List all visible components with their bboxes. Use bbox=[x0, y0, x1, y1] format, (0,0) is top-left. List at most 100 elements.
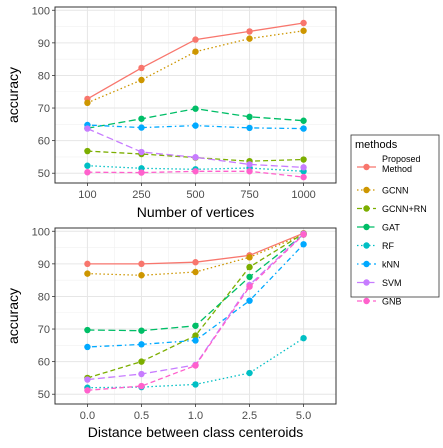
data-point bbox=[138, 148, 145, 156]
data-point bbox=[246, 161, 253, 168]
data-point bbox=[300, 173, 307, 181]
legend-key-point bbox=[363, 242, 370, 249]
x-tick-label: 2.5 bbox=[242, 410, 257, 422]
data-point bbox=[192, 381, 199, 388]
data-point bbox=[138, 64, 145, 72]
x-tick-label: 0.5 bbox=[134, 410, 149, 422]
y-tick-label: 90 bbox=[38, 38, 50, 50]
data-point bbox=[246, 283, 253, 290]
data-point bbox=[84, 147, 91, 155]
y-tick-label: 100 bbox=[32, 226, 50, 238]
legend-label: Method bbox=[382, 164, 412, 174]
panel-border bbox=[54, 6, 337, 184]
y-tick-label: 60 bbox=[38, 136, 50, 148]
data-point bbox=[300, 164, 307, 171]
data-point bbox=[300, 334, 307, 342]
data-point bbox=[192, 48, 199, 55]
data-point bbox=[246, 168, 253, 175]
x-tick-label: 0.0 bbox=[80, 410, 95, 422]
data-point bbox=[246, 28, 253, 35]
legend-item: GCNN bbox=[357, 186, 409, 196]
data-point bbox=[192, 122, 199, 129]
data-point bbox=[300, 241, 307, 248]
data-point bbox=[138, 272, 145, 279]
chart-panel-2: 50 60 70 80 90 100 0.0 0.5 1.0 2.5 5.0 Distance bet… bbox=[5, 226, 337, 440]
data-point bbox=[84, 326, 91, 334]
data-point bbox=[84, 387, 91, 394]
legend-label: SVM bbox=[382, 278, 402, 288]
data-point bbox=[246, 113, 253, 121]
data-point bbox=[246, 35, 253, 42]
legend-label: GAT bbox=[382, 223, 400, 233]
data-point bbox=[192, 268, 199, 276]
legend-label: GCNN bbox=[382, 186, 409, 196]
data-point bbox=[192, 259, 199, 266]
legend-item: RF bbox=[357, 241, 394, 251]
data-point bbox=[84, 162, 91, 169]
legend-label: GNB bbox=[382, 297, 402, 307]
series-svm bbox=[84, 125, 307, 171]
series-gcnn bbox=[84, 27, 307, 107]
data-point bbox=[138, 260, 145, 268]
data-point bbox=[84, 169, 91, 176]
legend-label: kNN bbox=[382, 260, 400, 270]
y-tick-label: 60 bbox=[38, 357, 50, 369]
data-point bbox=[84, 343, 91, 351]
y-axis-label: accuracy bbox=[5, 288, 21, 344]
y-tick-label: 70 bbox=[38, 324, 50, 336]
data-point bbox=[192, 36, 199, 43]
x-axis-label: Number of vertices bbox=[137, 204, 254, 220]
data-point bbox=[192, 362, 199, 369]
legend-key-point bbox=[363, 279, 370, 286]
y-tick-label: 80 bbox=[38, 291, 50, 303]
y-tick-label: 50 bbox=[38, 389, 50, 401]
data-point bbox=[138, 358, 145, 365]
x-tick-label: 250 bbox=[132, 189, 150, 201]
legend-key-point bbox=[363, 186, 370, 194]
x-tick-label: 5.0 bbox=[296, 410, 311, 422]
data-point bbox=[192, 168, 199, 175]
data-point bbox=[192, 154, 199, 161]
data-point bbox=[84, 125, 91, 132]
legend-label: Proposed bbox=[382, 154, 421, 164]
panel-border bbox=[54, 227, 337, 405]
x-axis-label: Distance between class centeroids bbox=[88, 424, 304, 440]
y-tick-label: 90 bbox=[38, 259, 50, 271]
y-tick-label: 70 bbox=[38, 103, 50, 115]
data-point bbox=[138, 115, 145, 122]
data-point bbox=[300, 19, 307, 27]
data-point bbox=[138, 341, 145, 348]
data-point bbox=[138, 76, 145, 84]
data-point bbox=[138, 327, 145, 334]
data-point bbox=[192, 105, 199, 112]
data-point bbox=[138, 382, 145, 390]
series-gnb bbox=[84, 168, 307, 181]
legend-item: GCNN+RN bbox=[357, 204, 427, 214]
data-point bbox=[138, 370, 145, 378]
legend-key-point bbox=[363, 260, 370, 268]
legend-key-point bbox=[363, 223, 370, 231]
data-point bbox=[192, 332, 199, 339]
legend-title: methods bbox=[355, 139, 398, 151]
legend-key-point bbox=[363, 205, 370, 212]
data-point bbox=[84, 376, 91, 383]
legend-key-point bbox=[363, 163, 370, 171]
legend-box bbox=[350, 134, 440, 298]
data-point bbox=[246, 297, 253, 304]
series-knn bbox=[84, 241, 307, 351]
series-knn bbox=[84, 121, 307, 132]
legend-item: SVM bbox=[357, 278, 402, 288]
data-point bbox=[300, 117, 307, 124]
data-point bbox=[246, 124, 253, 132]
x-tick-label: 750 bbox=[240, 189, 258, 201]
legend-key-point bbox=[363, 297, 370, 305]
y-tick-label: 80 bbox=[38, 70, 50, 82]
data-point bbox=[84, 99, 91, 107]
data-point bbox=[192, 322, 199, 329]
data-point bbox=[138, 169, 145, 176]
x-tick-label: 100 bbox=[78, 189, 96, 201]
data-point bbox=[138, 124, 145, 131]
